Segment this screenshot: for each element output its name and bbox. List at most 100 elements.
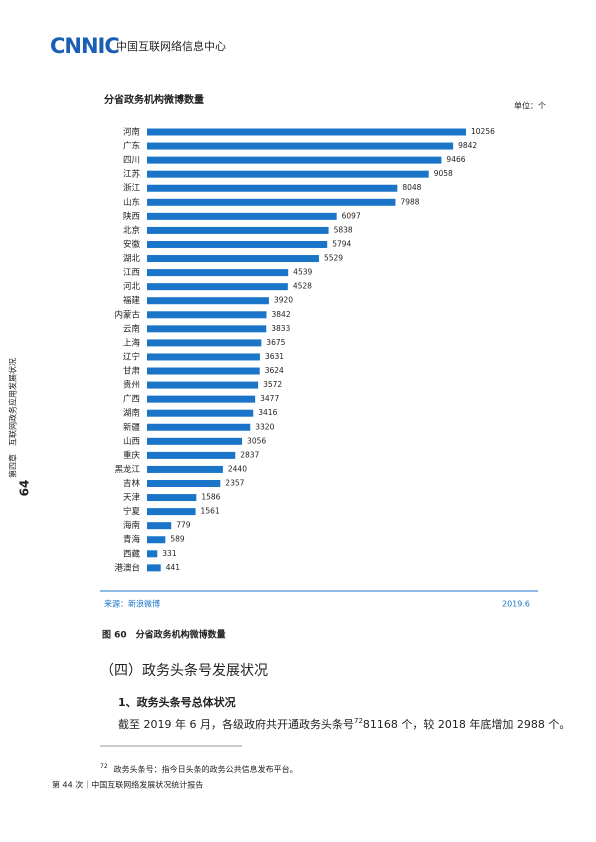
footnote-ref: 72 [354, 717, 363, 725]
bar [147, 297, 269, 305]
paragraph-text: 81168 个，较 2018 年底增加 2988 个。 [363, 717, 570, 731]
bar [147, 255, 319, 263]
bar [147, 508, 196, 516]
value-label: 8048 [402, 183, 421, 192]
value-label: 3920 [274, 296, 293, 305]
footer: 第 44 次｜中国互联网络发展状况统计报告 [52, 780, 203, 790]
value-label: 10256 [471, 127, 495, 136]
category-label: 云南 [123, 323, 140, 334]
bar [147, 142, 454, 150]
value-label: 3842 [272, 310, 291, 319]
category-label: 贵州 [123, 380, 140, 391]
bar [147, 409, 254, 417]
bar [147, 226, 329, 234]
value-label: 3631 [265, 352, 284, 361]
category-label: 天津 [123, 492, 141, 503]
category-label: 上海 [123, 337, 141, 348]
category-label: 广西 [123, 394, 140, 405]
footnote-number: 72 [100, 763, 108, 770]
value-label: 2837 [240, 450, 259, 459]
category-label: 新疆 [123, 422, 141, 433]
category-label: 重庆 [123, 450, 141, 461]
value-label: 9466 [446, 155, 465, 164]
bar [147, 367, 260, 375]
bar [147, 170, 429, 178]
value-label: 331 [162, 549, 177, 558]
bar [147, 494, 197, 502]
logo: CNNIC [50, 34, 119, 58]
category-label: 广东 [123, 141, 140, 152]
value-label: 1586 [201, 493, 220, 502]
category-label: 陕西 [123, 211, 140, 222]
bar [147, 128, 466, 136]
category-label: 湖南 [123, 408, 140, 419]
footnote: 72 政务头条号：指今日头条的政务公共信息发布平台。 [100, 763, 298, 774]
category-label: 港澳台 [114, 562, 140, 573]
value-label: 3624 [265, 366, 284, 375]
bar [147, 480, 221, 487]
category-label: 山东 [123, 197, 140, 208]
category-label: 福建 [123, 295, 141, 306]
bar [147, 240, 328, 248]
org-name: 中国互联网络信息中心 [116, 39, 226, 53]
value-label: 3477 [260, 394, 279, 403]
category-label: 安徽 [123, 239, 141, 250]
category-label: 辽宁 [123, 351, 140, 362]
category-label: 甘肃 [123, 366, 141, 377]
category-label: 海南 [123, 520, 140, 531]
value-label: 3056 [247, 436, 266, 445]
bar [147, 550, 158, 558]
value-label: 779 [176, 521, 191, 530]
chapter-label: 第四章 互联网政务应用发展状况 [8, 358, 18, 478]
category-label: 湖北 [123, 254, 141, 264]
bar [147, 536, 166, 544]
value-label: 3572 [263, 380, 282, 389]
bar-chart: 河南 10256 广东 9842 四川 9466 江苏 9058 浙江 8048 山东 7988 陕西 6… [114, 127, 495, 574]
chart-title: 分省政务机构微博数量 [104, 93, 204, 106]
value-label: 3833 [271, 324, 290, 333]
paragraph: 截至 2019 年 6 月，各级政府共开通政务头条号7281168 个，较 20… [118, 717, 570, 731]
category-label: 青海 [123, 534, 141, 545]
value-label: 589 [170, 535, 185, 544]
value-label: 3320 [255, 422, 274, 431]
value-label: 2440 [228, 464, 247, 473]
category-label: 山西 [123, 436, 140, 447]
value-label: 6097 [342, 211, 361, 220]
subheading: 1、政务头条号总体状况 [118, 695, 236, 709]
category-label: 西藏 [123, 548, 141, 559]
bar [147, 353, 260, 361]
category-label: 吉林 [123, 478, 141, 489]
category-label: 黑龙江 [114, 464, 140, 475]
value-label: 2357 [225, 479, 244, 488]
category-label: 四川 [123, 156, 140, 166]
bar [147, 339, 262, 347]
value-label: 9842 [458, 141, 477, 150]
category-label: 北京 [123, 225, 140, 236]
category-label: 内蒙古 [114, 309, 140, 320]
section-heading: （四）政务头条号发展状况 [100, 662, 268, 679]
category-label: 浙江 [123, 183, 141, 194]
source: 来源：新浪微博 [104, 599, 160, 609]
page-number: 64 [18, 480, 32, 497]
value-label: 3675 [266, 338, 285, 347]
bar [147, 269, 289, 277]
bar [147, 451, 236, 459]
value-label: 4528 [293, 282, 312, 291]
bar [147, 311, 267, 319]
value-label: 5838 [334, 225, 353, 234]
bar [147, 465, 223, 473]
bar [147, 156, 442, 164]
value-label: 9058 [434, 169, 453, 178]
bar [147, 184, 398, 192]
figure-caption: 图 60 分省政务机构微博数量 [102, 629, 226, 641]
unit-label: 单位：个 [514, 101, 546, 111]
bar [147, 212, 337, 220]
category-label: 河北 [123, 281, 141, 292]
value-label: 7988 [400, 197, 419, 206]
bar [147, 395, 256, 403]
category-label: 江苏 [123, 169, 141, 180]
value-label: 3416 [258, 408, 277, 417]
category-label: 河南 [123, 127, 140, 138]
